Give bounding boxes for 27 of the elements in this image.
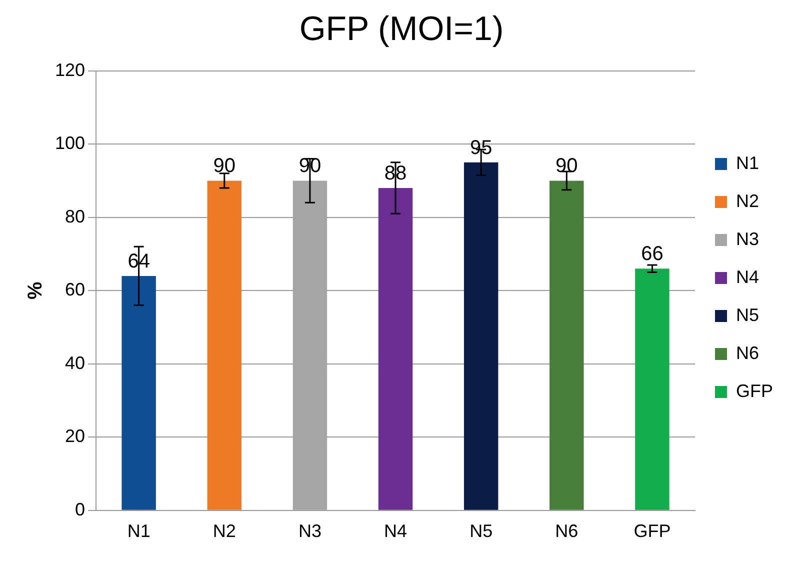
y-tick-label: 80 (65, 206, 86, 226)
data-label: 66 (641, 243, 664, 266)
x-tick-label: N2 (212, 521, 236, 542)
y-axis-title: % (24, 282, 47, 300)
x-tick-label: N3 (298, 521, 322, 542)
legend-label: N3 (736, 228, 760, 249)
y-tick-label: 120 (54, 60, 86, 80)
legend-label: N6 (736, 342, 760, 363)
legend-label: N1 (736, 152, 760, 173)
legend-label: N4 (736, 266, 760, 287)
legend-label: GFP (736, 380, 774, 401)
legend-label: N5 (736, 304, 760, 325)
y-tick-label: 0 (75, 499, 86, 520)
legend-label: N2 (736, 190, 760, 211)
chart-title: GFP (MOI=1) (299, 10, 504, 48)
y-tick-label: 60 (65, 280, 86, 300)
x-tick-label: N6 (555, 521, 578, 542)
x-tick-label: GFP (634, 521, 671, 542)
y-tick-label: 100 (54, 133, 86, 154)
data-label: 90 (213, 155, 236, 178)
data-label: 95 (470, 136, 492, 159)
y-tick-label: 40 (65, 352, 86, 373)
data-label: 90 (556, 155, 578, 178)
x-tick-label: N4 (384, 521, 408, 542)
x-tick-label: N1 (127, 521, 150, 542)
x-tick-label: N5 (470, 521, 493, 542)
y-tick-label: 20 (65, 426, 86, 446)
